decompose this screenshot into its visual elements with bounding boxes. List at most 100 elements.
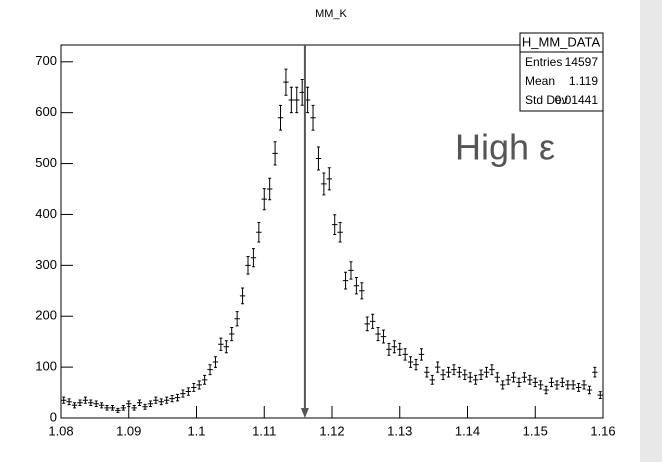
data-point xyxy=(543,385,549,395)
data-point xyxy=(592,366,598,378)
y-tick-label: 100 xyxy=(35,359,57,374)
data-point xyxy=(559,377,566,388)
data-point xyxy=(418,348,425,361)
x-tick-label: 1.12 xyxy=(319,423,344,438)
data-point xyxy=(500,380,506,390)
data-point xyxy=(277,104,284,131)
annotation: High ε xyxy=(455,127,555,168)
data-point xyxy=(136,399,143,407)
data-point xyxy=(321,172,327,196)
data-point xyxy=(483,366,490,378)
data-point xyxy=(229,327,235,342)
data-point xyxy=(61,396,67,404)
data-point xyxy=(120,405,127,411)
data-point xyxy=(337,222,343,243)
data-point xyxy=(537,380,544,390)
data-point xyxy=(266,177,273,201)
x-tick-label: 1.15 xyxy=(523,423,548,438)
data-point xyxy=(434,361,441,373)
y-tick-label: 500 xyxy=(35,155,57,170)
stats-label: Entries xyxy=(525,55,562,69)
data-point xyxy=(554,380,560,390)
data-point xyxy=(163,396,170,404)
data-point xyxy=(223,340,230,354)
data-point xyxy=(93,400,99,407)
x-tick-label: 1.13 xyxy=(387,423,412,438)
y-tick-label: 700 xyxy=(35,53,57,68)
data-point xyxy=(147,400,154,407)
data-point xyxy=(310,104,316,131)
data-point xyxy=(77,399,83,407)
data-point xyxy=(402,348,408,361)
stats-value: 14597 xyxy=(565,55,599,69)
data-point xyxy=(272,141,278,166)
data-point xyxy=(429,374,435,385)
data-point xyxy=(413,358,419,371)
x-tick-label: 1.08 xyxy=(48,423,73,438)
data-point xyxy=(218,337,224,351)
data-point xyxy=(66,398,72,406)
data-point xyxy=(261,188,267,211)
data-point xyxy=(142,403,148,410)
stats-value: 0.01441 xyxy=(555,93,599,107)
data-point xyxy=(397,342,403,356)
data-point xyxy=(245,256,251,275)
data-point xyxy=(510,372,517,383)
data-point xyxy=(207,364,213,376)
data-point xyxy=(516,377,522,388)
data-point xyxy=(294,86,300,114)
x-tick-label: 1.11 xyxy=(252,423,276,438)
data-point xyxy=(250,248,257,268)
data-point xyxy=(299,78,305,106)
data-point xyxy=(407,356,414,368)
side-strip xyxy=(640,0,662,462)
data-point xyxy=(527,374,533,385)
data-point xyxy=(71,402,78,409)
data-point xyxy=(239,287,246,305)
data-point xyxy=(283,68,289,96)
data-point xyxy=(521,372,528,383)
data-point xyxy=(288,86,295,114)
marker-arrowhead xyxy=(300,408,309,418)
data-point xyxy=(158,398,164,406)
data-point xyxy=(375,327,381,342)
y-tick-label: 300 xyxy=(35,257,57,272)
y-tick-label: 200 xyxy=(35,308,57,323)
data-point xyxy=(174,393,181,402)
data-point xyxy=(494,372,501,383)
data-point xyxy=(304,86,311,114)
y-tick-label: 600 xyxy=(35,104,57,119)
data-point xyxy=(424,366,430,378)
data-point xyxy=(581,380,587,390)
data-point xyxy=(115,407,121,413)
y-tick-label: 400 xyxy=(35,206,57,221)
stats-frame xyxy=(519,32,604,112)
data-point xyxy=(456,366,463,378)
data-point xyxy=(82,396,89,404)
data-point xyxy=(109,405,116,411)
data-point xyxy=(386,342,392,356)
data-point xyxy=(196,380,202,390)
stats-box: H_MM_DATA Entries 14597 Mean 1.119 Std D… xyxy=(519,32,604,112)
data-point xyxy=(234,311,240,327)
data-point xyxy=(532,377,538,388)
x-tick-label: 1.16 xyxy=(590,423,615,438)
data-point xyxy=(131,405,137,411)
data-point xyxy=(548,377,555,388)
x-tick-label: 1.09 xyxy=(116,423,141,438)
data-point xyxy=(462,369,468,380)
data-point xyxy=(315,146,322,171)
data-point xyxy=(597,391,603,400)
data-point xyxy=(472,374,479,385)
data-point xyxy=(353,276,360,295)
stats-title: H_MM_DATA xyxy=(522,34,601,49)
data-point xyxy=(570,380,576,390)
data-point xyxy=(478,369,484,380)
data-point xyxy=(104,405,110,411)
data-point xyxy=(369,313,376,329)
x-tick-label: 1.1 xyxy=(187,423,205,438)
data-point xyxy=(391,340,398,354)
data-point xyxy=(126,400,132,407)
data-point xyxy=(212,356,219,368)
